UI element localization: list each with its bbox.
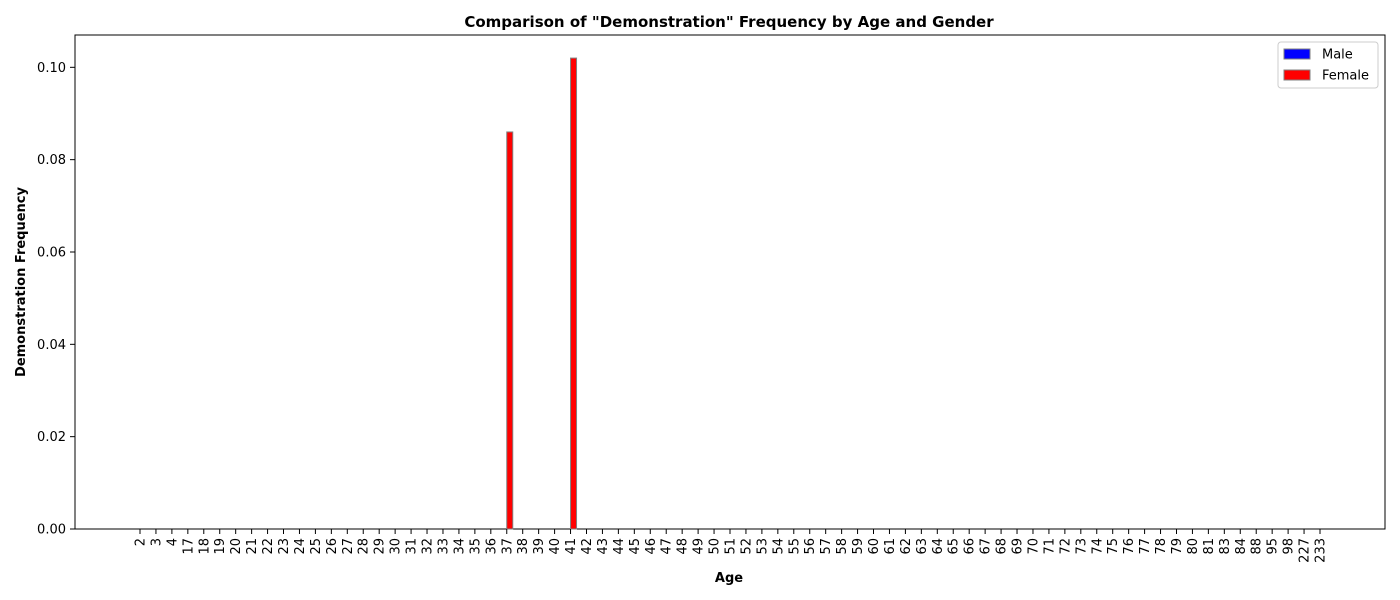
x-tick-label: 27 (341, 538, 356, 555)
x-tick-label: 54 (771, 538, 786, 555)
bar-female (506, 131, 514, 530)
bar-female (570, 57, 578, 530)
x-tick-label: 95 (1266, 538, 1281, 555)
x-tick-label: 84 (1234, 538, 1249, 555)
x-tick-label: 33 (436, 538, 451, 555)
x-tick-label: 53 (755, 538, 770, 555)
y-tick-label: 0.10 (37, 61, 66, 76)
x-tick-label: 58 (835, 538, 850, 555)
x-tick-label: 52 (739, 538, 754, 555)
x-tick-label: 25 (309, 538, 324, 555)
x-tick-label: 60 (867, 538, 882, 555)
chart-title: Comparison of "Demonstration" Frequency … (464, 13, 994, 31)
x-tick-label: 67 (979, 538, 994, 555)
y-tick-label: 0.06 (37, 245, 66, 260)
x-tick-label: 66 (963, 538, 978, 555)
x-tick-label: 77 (1138, 538, 1153, 555)
legend-label-female: Female (1322, 69, 1369, 84)
x-tick-label: 59 (851, 538, 866, 555)
y-tick-label: 0.02 (37, 430, 66, 445)
x-tick-label: 36 (484, 538, 499, 555)
x-tick-label: 19 (213, 538, 228, 555)
x-tick-label: 65 (947, 538, 962, 555)
legend-label-male: Male (1322, 48, 1353, 63)
x-tick-label: 23 (277, 538, 292, 555)
x-tick-label: 39 (532, 538, 547, 555)
x-tick-label: 50 (708, 538, 723, 555)
x-tick-label: 74 (1090, 538, 1105, 555)
x-tick-label: 3 (149, 538, 164, 546)
x-tick-label: 31 (405, 538, 420, 555)
y-tick-label: 0.08 (37, 153, 66, 168)
x-tick-label: 38 (516, 538, 531, 555)
x-tick-label: 78 (1154, 538, 1169, 555)
x-tick-label: 75 (1106, 538, 1121, 555)
x-tick-label: 18 (197, 538, 212, 555)
legend: Male Female (1277, 41, 1379, 89)
x-tick-label: 42 (580, 538, 595, 555)
x-tick-label: 4 (165, 538, 180, 546)
x-tick-label: 62 (899, 538, 914, 555)
x-tick-label: 233 (1314, 538, 1329, 563)
x-tick-label: 20 (229, 538, 244, 555)
x-tick-label: 28 (357, 538, 372, 555)
x-tick-label: 63 (915, 538, 930, 555)
x-tick-label: 55 (787, 538, 802, 555)
legend-swatch-male (1283, 48, 1311, 60)
x-axis: 2 3 4 17 18 19 20 21 22 23 24 25 26 27 28 29 30 31 32 33 34 3… (134, 529, 1329, 563)
x-tick-label: 29 (373, 538, 388, 555)
x-tick-label: 24 (293, 538, 308, 555)
x-tick-label: 34 (452, 538, 467, 555)
x-tick-label: 81 (1202, 538, 1217, 555)
x-tick-label: 32 (421, 538, 436, 555)
x-tick-label: 21 (245, 538, 260, 555)
x-tick-label: 2 (134, 538, 149, 546)
x-tick-label: 44 (612, 538, 627, 555)
y-axis: 0.00 0.02 0.04 0.06 0.08 0.10 (37, 61, 75, 538)
x-tick-label: 73 (1074, 538, 1089, 555)
bars-group (506, 57, 578, 530)
x-tick-label: 57 (819, 538, 834, 555)
x-tick-label: 40 (548, 538, 563, 555)
x-tick-label: 26 (325, 538, 340, 555)
x-tick-label: 45 (628, 538, 643, 555)
x-tick-label: 72 (1058, 538, 1073, 555)
x-tick-label: 51 (724, 538, 739, 555)
x-tick-label: 79 (1170, 538, 1185, 555)
x-axis-label: Age (715, 571, 743, 586)
x-tick-label: 98 (1282, 538, 1297, 555)
x-tick-label: 227 (1298, 538, 1313, 563)
x-tick-label: 71 (1042, 538, 1057, 555)
x-tick-label: 37 (500, 538, 515, 555)
x-tick-label: 61 (883, 538, 898, 555)
plot-area (74, 34, 1386, 530)
x-tick-label: 22 (261, 538, 276, 555)
x-tick-label: 83 (1218, 538, 1233, 555)
x-tick-label: 56 (803, 538, 818, 555)
x-tick-label: 17 (181, 538, 196, 555)
y-axis-label: Demonstration Frequency (14, 187, 29, 377)
x-tick-label: 48 (676, 538, 691, 555)
x-tick-label: 70 (1026, 538, 1041, 555)
x-tick-label: 88 (1250, 538, 1265, 555)
x-tick-label: 69 (1011, 538, 1026, 555)
x-tick-label: 64 (931, 538, 946, 555)
x-tick-label: 43 (596, 538, 611, 555)
x-tick-label: 46 (644, 538, 659, 555)
y-tick-label: 0.04 (37, 338, 66, 353)
x-tick-label: 30 (389, 538, 404, 555)
x-tick-label: 49 (692, 538, 707, 555)
legend-swatch-female (1283, 69, 1311, 81)
x-tick-label: 76 (1122, 538, 1137, 555)
y-tick-label: 0.00 (37, 523, 66, 538)
x-tick-label: 68 (995, 538, 1010, 555)
x-tick-label: 80 (1186, 538, 1201, 555)
x-tick-label: 47 (660, 538, 675, 555)
x-tick-label: 41 (564, 538, 579, 555)
x-tick-label: 35 (468, 538, 483, 555)
